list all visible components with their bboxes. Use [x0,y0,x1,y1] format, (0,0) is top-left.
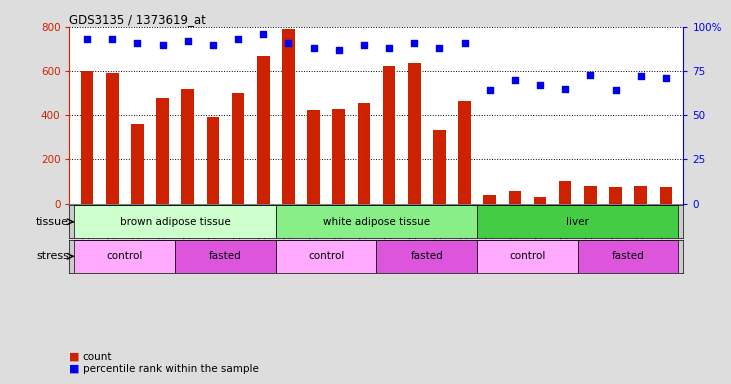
Text: ■: ■ [69,352,80,362]
Point [81,36,93,42]
Text: white adipose tissue: white adipose tissue [323,217,430,227]
Text: fasted: fasted [410,251,443,262]
Text: stress: stress [36,251,69,262]
Bar [477,205,678,238]
Bar [156,98,169,204]
Text: brown adipose tissue: brown adipose tissue [120,217,230,227]
Bar [75,240,175,273]
Text: liver: liver [567,217,589,227]
Bar [383,66,395,204]
Bar [357,103,370,204]
Point [308,45,319,51]
Point [660,75,672,81]
Point [433,45,445,51]
Bar [257,56,270,204]
Bar [181,89,194,204]
Point [559,86,571,92]
Bar [659,187,673,204]
Point [156,41,168,48]
Bar [433,129,446,204]
Text: tissue: tissue [36,217,69,227]
Text: control: control [510,251,545,262]
Bar [609,187,622,204]
Point [207,41,219,48]
Bar [483,195,496,204]
Point [107,36,118,42]
Bar [131,124,144,204]
Point [585,71,596,78]
Point [383,45,395,51]
Bar [559,182,572,204]
Bar [207,118,219,204]
Point [132,40,143,46]
Bar [276,205,477,238]
Point [283,40,295,46]
Point [610,88,621,94]
Bar [175,240,276,273]
Bar [376,240,477,273]
Point [534,82,546,88]
Point [257,31,269,37]
Bar [408,63,420,204]
Text: percentile rank within the sample: percentile rank within the sample [83,364,259,374]
Bar [80,71,94,204]
Bar [458,101,471,204]
Text: fasted: fasted [612,251,645,262]
Point [232,36,244,42]
Bar [282,29,295,204]
Text: ■: ■ [69,364,80,374]
Bar [232,93,244,204]
Point [635,73,646,79]
Text: GDS3135 / 1373619_at: GDS3135 / 1373619_at [69,13,206,26]
Text: count: count [83,352,112,362]
Bar [276,240,376,273]
Bar [635,186,647,204]
Bar [333,109,345,204]
Text: fasted: fasted [209,251,242,262]
Point [484,88,496,94]
Bar [477,240,577,273]
Bar [106,73,118,204]
Point [358,41,370,48]
Text: control: control [107,251,143,262]
Point [182,38,194,44]
Bar [307,110,320,204]
Point [409,40,420,46]
Point [333,47,344,53]
Bar [577,240,678,273]
Bar [584,186,596,204]
Text: control: control [308,251,344,262]
Bar [75,205,276,238]
Point [458,40,470,46]
Bar [509,191,521,204]
Point [509,77,520,83]
Bar [534,197,546,204]
